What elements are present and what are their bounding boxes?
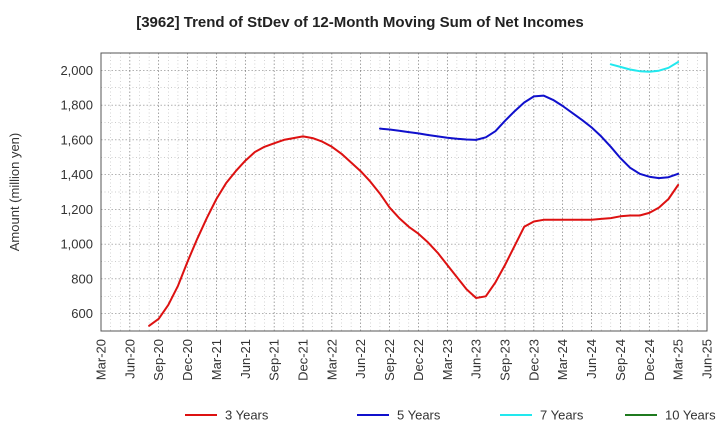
y-tick-label: 1,800 (60, 98, 93, 113)
x-tick-label: Mar-21 (209, 339, 224, 380)
x-tick-label: Dec-21 (296, 339, 311, 381)
grid (101, 52, 707, 331)
y-tick-label: 600 (71, 306, 93, 321)
legend: 3 Years 5 Years 7 Years 10 Years (185, 408, 716, 423)
x-tick-label: Sep-21 (267, 339, 282, 381)
legend-label: 10 Years (665, 408, 716, 423)
series-line-5-years (379, 94, 680, 180)
x-tick-label: Sep-22 (382, 339, 397, 381)
legend-label: 5 Years (397, 408, 441, 423)
x-tick-label: Dec-22 (411, 339, 426, 381)
y-tick-label: 1,600 (60, 132, 93, 147)
x-tick-label: Sep-20 (151, 339, 166, 381)
x-tick-label: Jun-24 (584, 339, 599, 379)
x-tick-label: Jun-20 (122, 339, 137, 379)
series-group (148, 61, 680, 327)
legend-label: 7 Years (540, 408, 584, 423)
y-tick-label: 1,000 (60, 237, 93, 252)
x-tick-label: Sep-23 (498, 339, 513, 381)
plot-area (100, 52, 708, 332)
legend-label: 3 Years (225, 408, 269, 423)
y-tick-label: 1,400 (60, 167, 93, 182)
x-tick-label: Jun-21 (238, 339, 253, 379)
series-line-3-years (148, 135, 680, 327)
x-tick-label: Sep-24 (613, 339, 628, 381)
y-axis-label: Amount (million yen) (7, 133, 22, 252)
y-tick-label: 2,000 (60, 63, 93, 78)
x-tick-label: Mar-20 (94, 339, 109, 380)
series-line-7-years (609, 61, 680, 73)
y-tick-label: 1,200 (60, 202, 93, 217)
x-tick-label: Jun-23 (469, 339, 484, 379)
chart-title: [3962] Trend of StDev of 12-Month Moving… (136, 14, 584, 31)
x-tick-label: Mar-25 (671, 339, 686, 380)
x-axis: Mar-20 Jun-20 Sep-20 Dec-20 Mar-21 Jun-21 Sep-… (94, 339, 715, 381)
x-tick-label: Mar-22 (324, 339, 339, 380)
x-tick-label: Mar-24 (555, 339, 570, 380)
x-tick-label: Dec-20 (180, 339, 195, 381)
y-tick-label: 800 (71, 271, 93, 286)
x-tick-label: Dec-24 (642, 339, 657, 381)
y-axis: 600 800 1,000 1,200 1,400 1,600 1,800 2,000 (60, 63, 93, 321)
x-tick-label: Jun-22 (353, 339, 368, 379)
x-tick-label: Jun-25 (700, 339, 715, 379)
x-tick-label: Dec-23 (526, 339, 541, 381)
x-tick-label: Mar-23 (440, 339, 455, 380)
